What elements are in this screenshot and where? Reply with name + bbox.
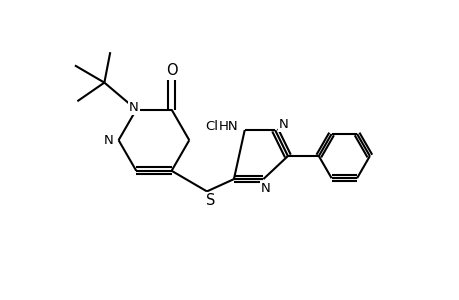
Text: S: S — [205, 193, 215, 208]
Text: N: N — [260, 182, 270, 195]
Text: N: N — [104, 134, 113, 147]
Text: Cl: Cl — [204, 120, 218, 133]
Text: N: N — [129, 100, 138, 114]
Text: N: N — [279, 118, 288, 131]
Text: HN: HN — [219, 120, 238, 133]
Text: O: O — [165, 63, 177, 78]
